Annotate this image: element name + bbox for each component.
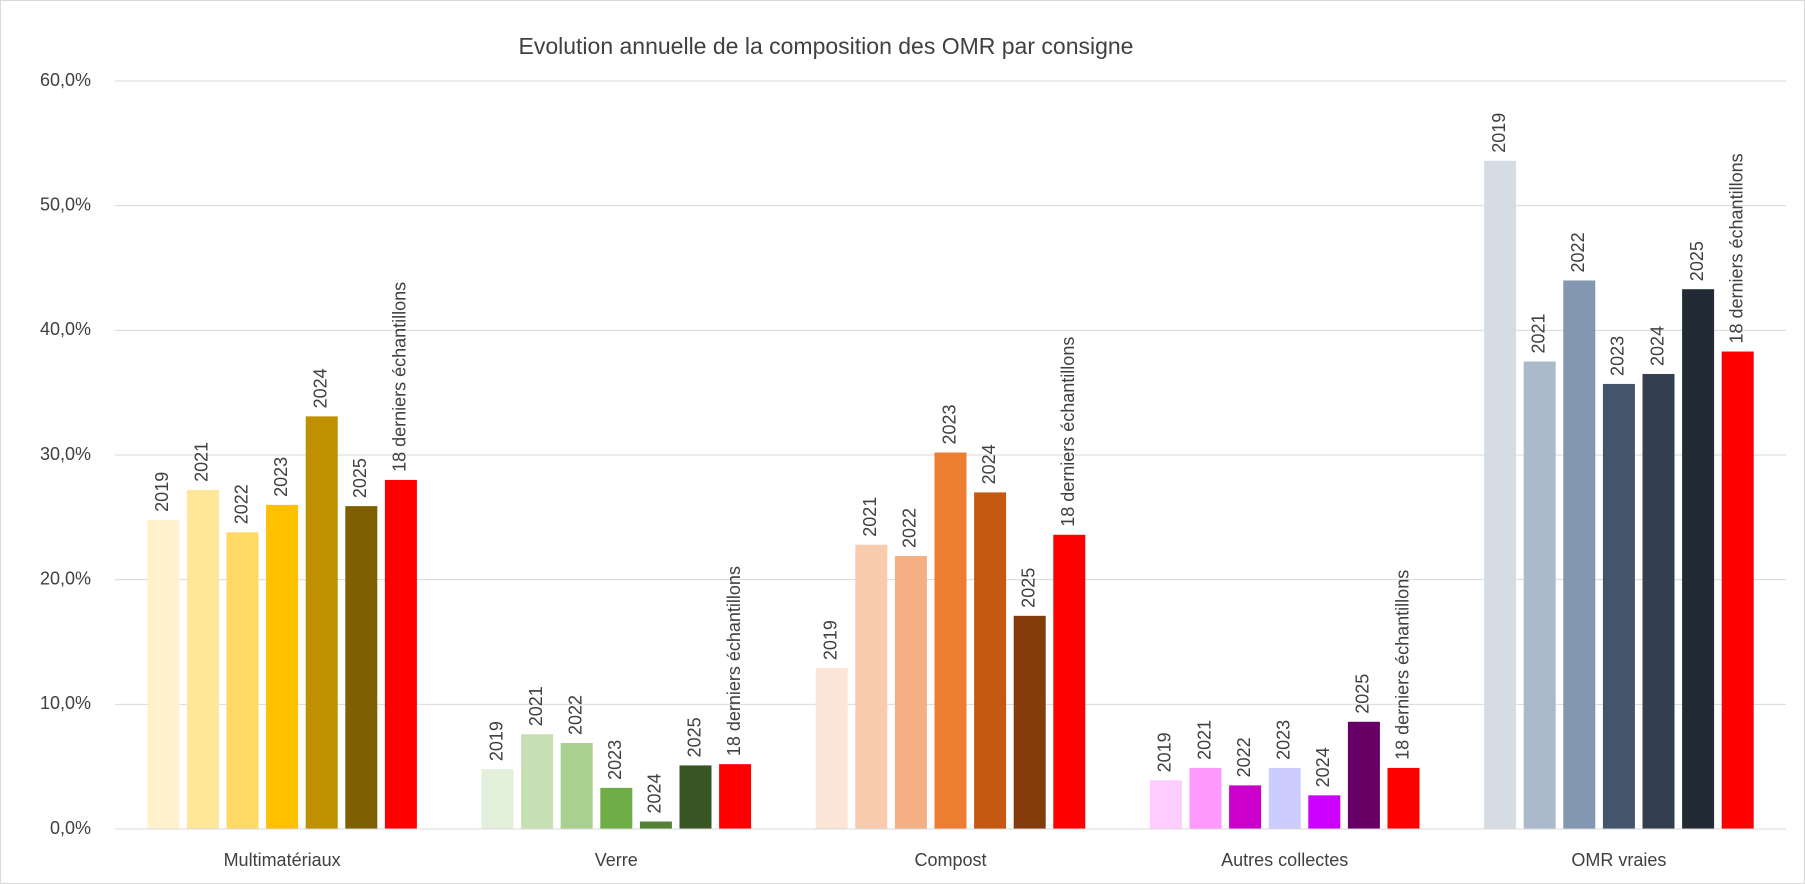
bar: [639, 821, 672, 829]
bar: [1721, 351, 1754, 829]
data-label: 2025: [1687, 241, 1707, 281]
chart-title: Evolution annuelle de la composition des…: [519, 33, 1134, 59]
x-tick-label: Compost: [914, 850, 986, 870]
data-label: 2021: [1194, 720, 1214, 760]
bar: [384, 479, 417, 829]
data-label: 2024: [645, 773, 665, 813]
x-tick-label: Multimatériaux: [224, 850, 341, 870]
bar: [1268, 767, 1301, 829]
bar: [1523, 361, 1556, 829]
bar: [1189, 767, 1222, 829]
bar: [481, 769, 514, 829]
x-tick-label: Verre: [595, 850, 638, 870]
bar: [1484, 160, 1517, 829]
bar: [521, 734, 554, 829]
bar: [815, 668, 848, 829]
bar: [345, 506, 378, 829]
bar: [147, 519, 180, 829]
data-label: 18 derniers échantillons: [1058, 337, 1078, 527]
bar: [226, 532, 259, 829]
data-label: 2022: [231, 484, 251, 524]
bar: [1642, 373, 1675, 829]
data-label: 2023: [605, 740, 625, 780]
data-label: 2024: [1313, 747, 1333, 787]
y-tick-label: 60,0%: [40, 70, 91, 90]
y-tick-label: 10,0%: [40, 693, 91, 713]
data-label: 2021: [1528, 313, 1548, 353]
data-label: 2022: [1568, 232, 1588, 272]
data-label: 2022: [1234, 737, 1254, 777]
data-label: 2019: [820, 620, 840, 660]
bar: [600, 787, 633, 829]
bar: [1308, 795, 1341, 829]
bar: [186, 489, 219, 829]
bar: [1053, 534, 1086, 829]
data-label: 2021: [526, 686, 546, 726]
data-label: 18 derniers échantillons: [390, 282, 410, 472]
bar: [719, 764, 752, 829]
y-tick-label: 50,0%: [40, 194, 91, 214]
bar: [934, 452, 967, 829]
bar: [1229, 785, 1262, 829]
bar: [1149, 780, 1182, 829]
data-label: 2022: [565, 695, 585, 735]
y-tick-label: 30,0%: [40, 444, 91, 464]
bar: [974, 492, 1007, 829]
data-label: 2024: [979, 444, 999, 484]
data-label: 2025: [1018, 568, 1038, 608]
data-label: 2019: [152, 472, 172, 512]
data-label: 2019: [486, 721, 506, 761]
data-label: 2021: [192, 442, 212, 482]
data-label: 18 derniers échantillons: [1392, 570, 1412, 760]
data-label: 2019: [1155, 732, 1175, 772]
data-label: 2024: [1647, 326, 1667, 366]
data-label: 2023: [1273, 720, 1293, 760]
bar: [305, 416, 338, 829]
bar: [1602, 383, 1635, 829]
y-tick-label: 20,0%: [40, 568, 91, 588]
y-tick-label: 40,0%: [40, 319, 91, 339]
data-label: 2025: [1353, 674, 1373, 714]
data-label: 2023: [1608, 336, 1628, 376]
data-label: 2021: [860, 497, 880, 537]
bar: [855, 544, 888, 829]
x-tick-label: Autres collectes: [1221, 850, 1348, 870]
data-label: 18 derniers échantillons: [724, 566, 744, 756]
data-label: 2024: [310, 368, 330, 408]
bar: [1682, 289, 1715, 829]
data-label: 18 derniers échantillons: [1726, 153, 1746, 343]
bar: [266, 504, 299, 829]
bar: [1347, 721, 1380, 829]
data-label: 2019: [1489, 113, 1509, 153]
bar: [1013, 615, 1046, 829]
bar: [1563, 280, 1596, 829]
bar: [679, 765, 712, 829]
data-label: 2025: [684, 717, 704, 757]
y-tick-label: 0,0%: [50, 818, 91, 838]
x-tick-label: OMR vraies: [1571, 850, 1666, 870]
bar: [1387, 767, 1420, 829]
data-label: 2023: [271, 457, 291, 497]
data-label: 2025: [350, 458, 370, 498]
data-label: 2022: [900, 508, 920, 548]
bar: [560, 742, 593, 829]
bar: [894, 555, 927, 829]
data-label: 2023: [939, 404, 959, 444]
